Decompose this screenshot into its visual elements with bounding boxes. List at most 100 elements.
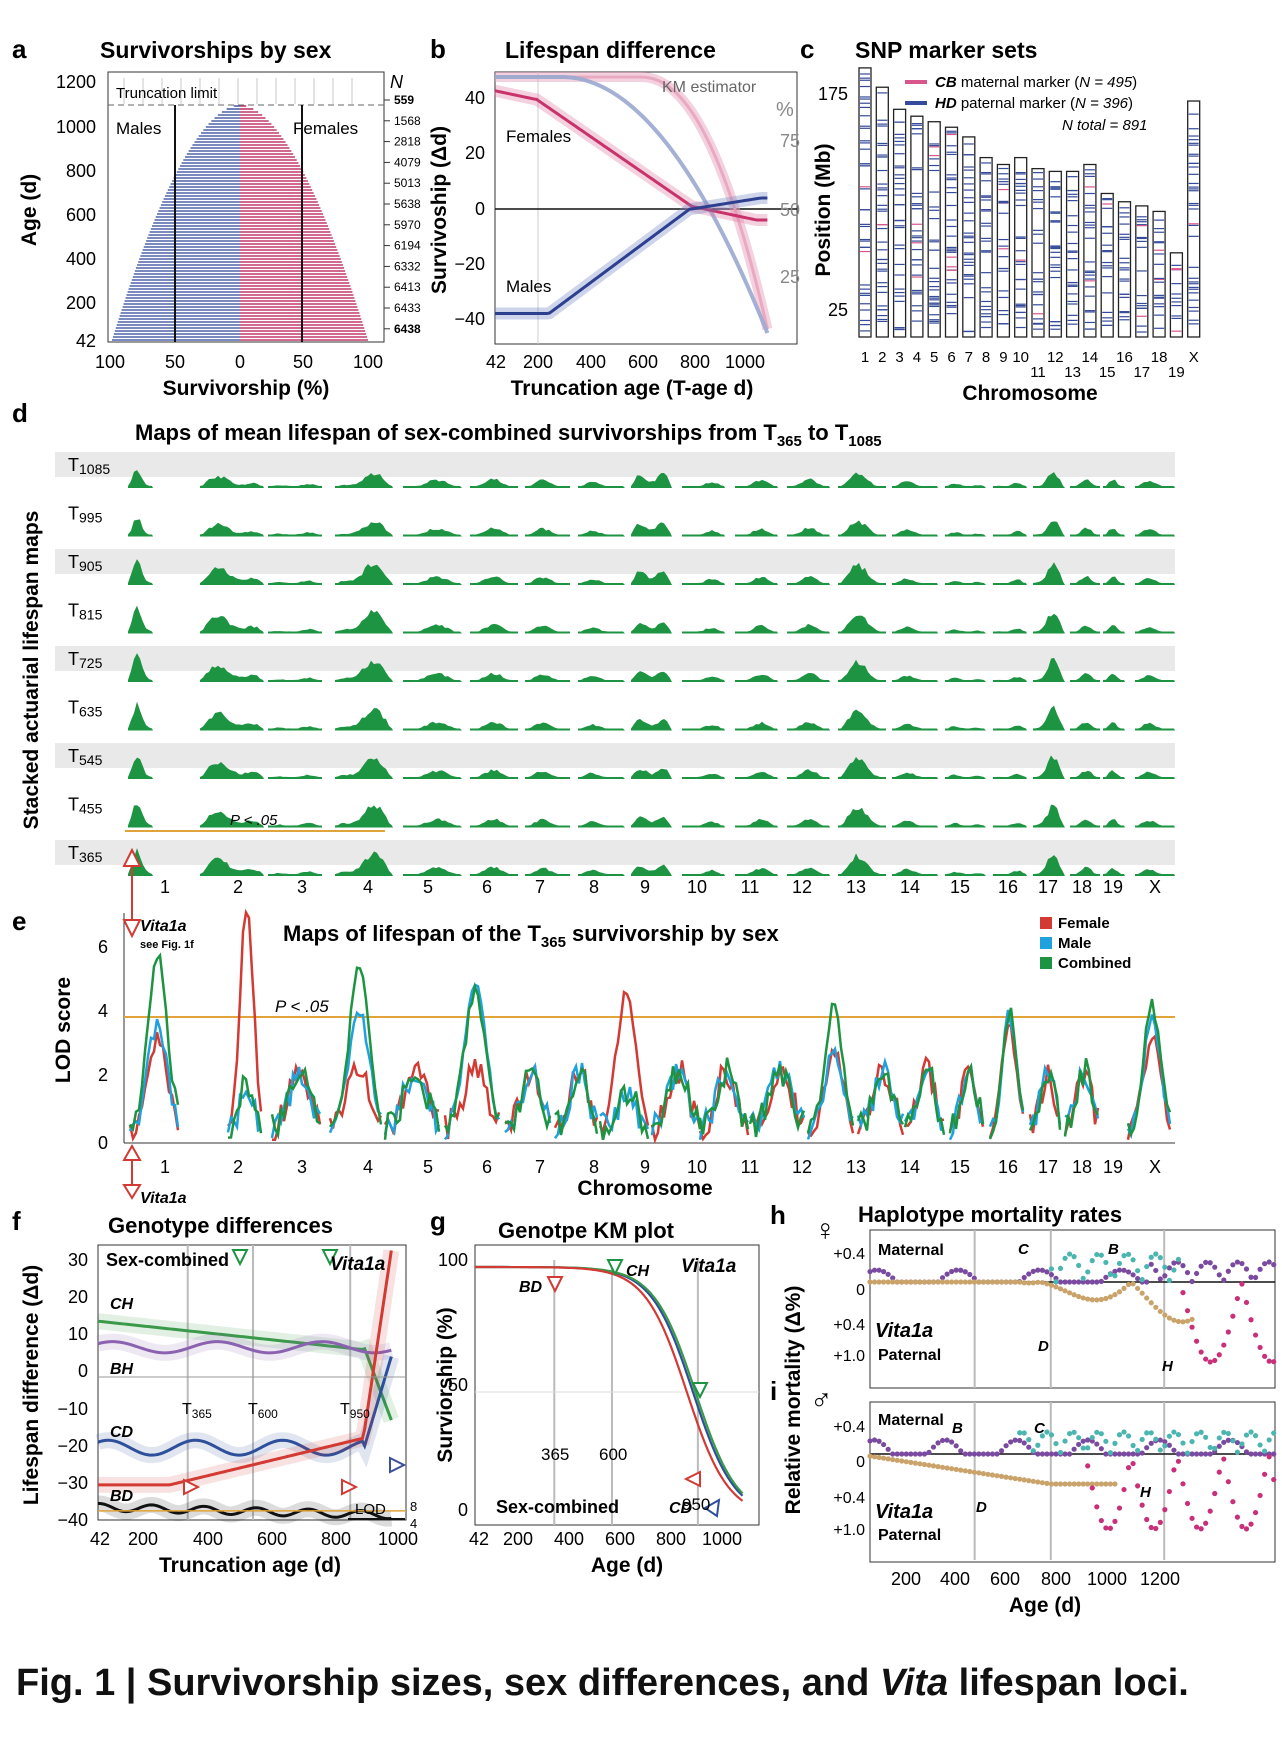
- mortality-dot: [989, 1472, 996, 1478]
- mortality-dot: [894, 1279, 900, 1285]
- females-label: Females: [293, 119, 358, 138]
- lifespan-map: [200, 567, 264, 585]
- panel-f: f Genotype differences Sex-combined Vita…: [12, 1206, 418, 1577]
- mortality-dot: [1248, 1521, 1254, 1527]
- mortality-dot: [1039, 1480, 1045, 1486]
- lifespan-map: [335, 609, 393, 634]
- chrom-label: 6: [482, 877, 492, 897]
- lifespan-map: [403, 624, 462, 634]
- g-vita-label: Vita1a: [681, 1256, 737, 1277]
- b-rtick: 25: [780, 267, 800, 287]
- lod-line: [1028, 1067, 1062, 1131]
- g-ytick: 100: [438, 1250, 468, 1270]
- mortality-dot: [967, 1468, 973, 1475]
- g-label-cd: CD: [669, 1500, 693, 1517]
- panel-c-title: SNP marker sets: [855, 37, 1037, 63]
- lifespan-map: [200, 711, 264, 731]
- mortality-dot: [1153, 1436, 1159, 1442]
- mortality-dot: [1271, 1430, 1277, 1436]
- lifespan-map: [525, 577, 570, 585]
- n-value: 6438: [394, 322, 421, 336]
- chrom-label: 17: [1038, 877, 1058, 897]
- mortality-dot: [1198, 1263, 1204, 1269]
- km-estimator-label: KM estimator: [662, 79, 757, 96]
- panel-letter-d: d: [12, 398, 28, 428]
- chromosome-bar: [858, 67, 872, 338]
- mortality-dot: [1248, 1451, 1254, 1457]
- lifespan-map: [787, 576, 830, 585]
- mortality-dot: [926, 1449, 932, 1455]
- mortality-dot: [890, 1451, 896, 1457]
- mortality-dot: [1112, 1292, 1118, 1298]
- lifespan-map: [1033, 562, 1065, 585]
- lifespan-map: [1033, 657, 1065, 682]
- b-xtick: 800: [680, 352, 710, 372]
- mortality-dot: [994, 1473, 1000, 1479]
- f-xtick: 600: [257, 1529, 287, 1549]
- n-value: 2818: [394, 135, 421, 149]
- mortality-dot: [1148, 1430, 1154, 1436]
- mortality-dot: [1189, 1438, 1195, 1445]
- lifespan-map: [335, 708, 393, 731]
- mortality-dot: [1085, 1445, 1091, 1451]
- lifespan-map: [1070, 866, 1100, 876]
- lifespan-map: [682, 628, 725, 634]
- mortality-dot: [1221, 1277, 1227, 1283]
- chrom-label: 11: [741, 1157, 760, 1177]
- row-band: [55, 840, 1175, 865]
- ch-line: [97, 1319, 393, 1421]
- mortality-dot: [1252, 1451, 1259, 1457]
- mortality-dot: [1076, 1441, 1082, 1448]
- mortality-dot: [980, 1279, 987, 1285]
- panel-e: e Maps of lifespan of the T365 survivors…: [12, 847, 1175, 1207]
- lifespan-map: [128, 470, 153, 488]
- mortality-dot: [1030, 1268, 1036, 1274]
- lifespan-map: [682, 869, 725, 876]
- mortality-dot: [1239, 1281, 1245, 1287]
- mortality-dot: [1189, 1278, 1195, 1285]
- mortality-dot: [894, 1457, 900, 1463]
- panel-b-curves: [493, 72, 773, 334]
- panel-c-yticks: 175 25: [818, 84, 848, 320]
- lifespan-map: [682, 482, 725, 488]
- mortality-dot: [1135, 1275, 1141, 1282]
- mortality-dot: [1153, 1304, 1159, 1310]
- row-band: [55, 743, 1175, 768]
- lifespan-map: [735, 721, 778, 731]
- mortality-dot: [1130, 1460, 1136, 1467]
- mortality-dot: [1080, 1481, 1086, 1487]
- mortality-dot: [1262, 1353, 1268, 1359]
- mortality-dot: [1116, 1432, 1123, 1438]
- g-triangle: [606, 1259, 624, 1277]
- f-ytick: −40: [57, 1510, 88, 1530]
- lifespan-map: [993, 870, 1027, 876]
- panel-h: h ♀ Haplotype mortality rates Maternal P…: [770, 1200, 1277, 1389]
- lifespan-map: [945, 532, 986, 537]
- f-xtick: 1000: [378, 1529, 418, 1549]
- mortality-dot: [930, 1279, 937, 1285]
- figure-caption: Fig. 1 | Survivorship sizes, sex differe…: [16, 1662, 1276, 1705]
- n-value: 6194: [394, 239, 421, 253]
- lifespan-map: [268, 677, 322, 682]
- mortality-dot: [1166, 1488, 1172, 1495]
- lod-line: [443, 981, 500, 1135]
- lifespan-map: [945, 871, 986, 876]
- e-ytick: 2: [98, 1065, 108, 1085]
- mortality-dot: [1257, 1442, 1263, 1448]
- chrom-label: 15: [1099, 364, 1116, 381]
- chrom-label: 11: [1030, 364, 1046, 381]
- chrom-label: 7: [535, 877, 545, 897]
- chrom-label: 13: [846, 1157, 866, 1177]
- lifespan-map: [268, 822, 322, 828]
- lifespan-map: [993, 725, 1027, 731]
- panel-g-xlabel: Age (d): [591, 1554, 663, 1577]
- panel-g-title: Genotpe KM plot: [498, 1218, 675, 1243]
- panel-letter-i: i: [770, 1376, 777, 1406]
- chrom-label: 14: [1082, 349, 1099, 366]
- mortality-dot: [1239, 1523, 1245, 1530]
- mortality-dot: [1175, 1256, 1182, 1262]
- f-lod-label: LOD: [355, 1501, 386, 1518]
- mortality-dot: [1103, 1481, 1109, 1487]
- mortality-dot: [1121, 1267, 1127, 1273]
- chrom-label: X: [1149, 877, 1161, 897]
